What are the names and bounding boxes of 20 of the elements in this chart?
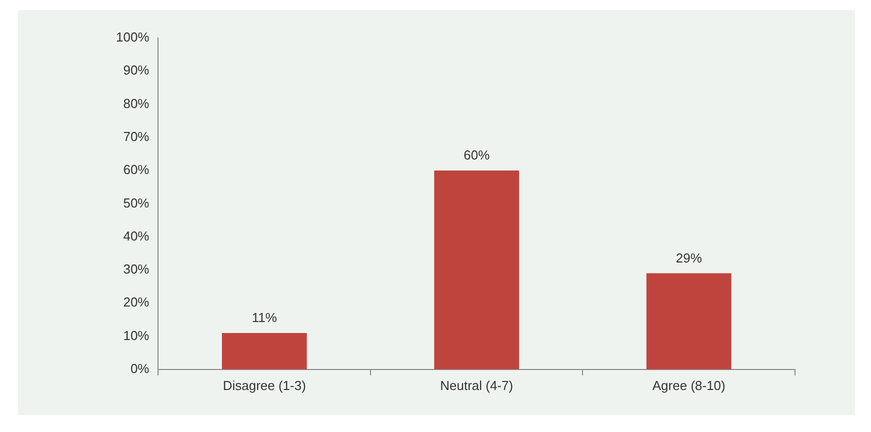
bar (222, 332, 307, 370)
y-tick-label: 90% (123, 62, 150, 78)
x-tick-label: Neutral (4-7) (440, 378, 514, 393)
bar (434, 170, 520, 370)
y-tick-label: 100% (116, 30, 150, 45)
y-tick-label: 70% (123, 129, 150, 144)
x-tick-label: Agree (8-10) (652, 378, 726, 393)
x-tick-label: Disagree (1-3) (222, 378, 306, 393)
data-label: 11% (252, 310, 278, 326)
y-tick-label: 10% (123, 328, 150, 343)
y-tick-label: 50% (123, 195, 150, 210)
y-tick-label: 20% (123, 294, 150, 310)
y-tick-label: 60% (123, 162, 150, 178)
y-tick-label: 80% (123, 96, 150, 111)
data-label: 60% (464, 148, 490, 163)
bar (646, 273, 732, 370)
y-tick-label: 40% (123, 228, 150, 244)
y-tick-label: 30% (123, 262, 150, 277)
data-label: 29% (676, 250, 702, 266)
y-tick-label: 0% (130, 360, 150, 376)
